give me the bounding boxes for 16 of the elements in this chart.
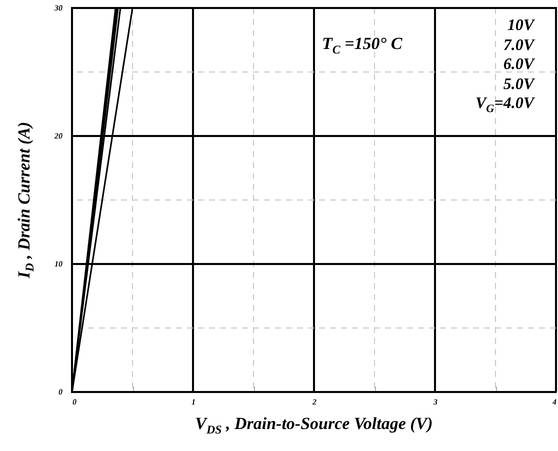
text: 6.0V (502, 55, 534, 74)
x-tick-label: 3 (432, 398, 438, 406)
text: 10V (506, 16, 534, 36)
x-tick-label: 0 (72, 398, 76, 406)
text: 7.0V (502, 36, 534, 55)
text: 5.0V (502, 74, 534, 94)
y-tick-label: 10 (54, 260, 62, 268)
text: V$_{G}$=4.0V (475, 94, 534, 118)
x-axis-title: V$_{DS}$ , Drain-to-Source Voltage (V) (194, 414, 434, 438)
x-tick-label: 2 (312, 398, 316, 406)
x-tick-label: 4 (552, 398, 556, 406)
y-tick-label: 0 (58, 388, 62, 396)
x-tick-label: 1 (192, 398, 196, 406)
annotation: T$_{C}$ =150° C (322, 34, 402, 58)
y-tick-label: 30 (54, 4, 62, 12)
y-tick-label: 20 (54, 132, 62, 140)
